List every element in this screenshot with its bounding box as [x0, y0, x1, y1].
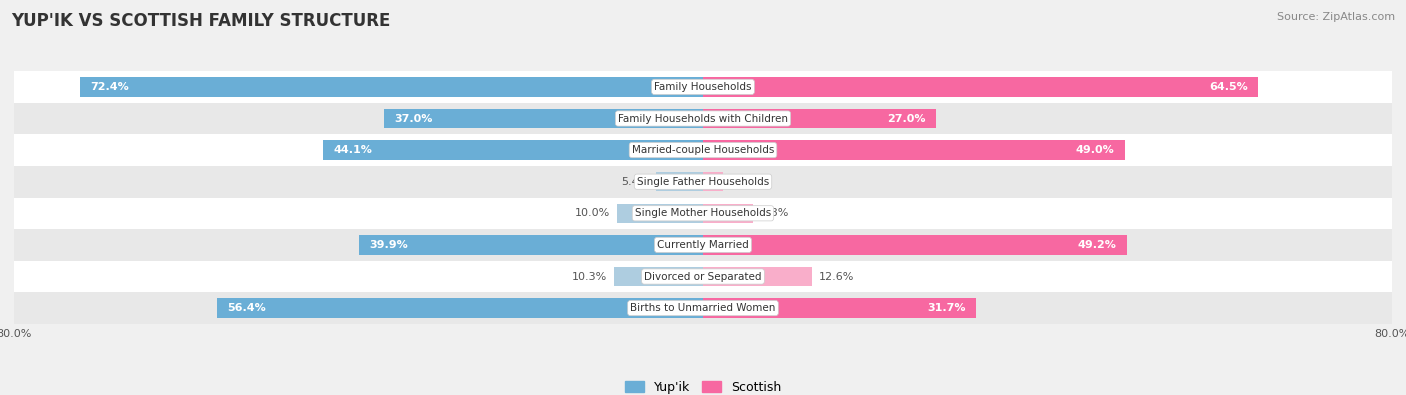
Bar [14, 71, 1392, 103]
Bar [14, 103, 1392, 134]
Text: 64.5%: 64.5% [1209, 82, 1249, 92]
Bar [14, 166, 1392, 198]
Bar [14, 198, 1392, 229]
Text: 27.0%: 27.0% [887, 113, 925, 124]
Text: Married-couple Households: Married-couple Households [631, 145, 775, 155]
Bar [703, 172, 723, 192]
Text: Currently Married: Currently Married [657, 240, 749, 250]
Text: 10.3%: 10.3% [572, 271, 607, 282]
Bar [614, 267, 703, 286]
Text: YUP'IK VS SCOTTISH FAMILY STRUCTURE: YUP'IK VS SCOTTISH FAMILY STRUCTURE [11, 12, 391, 30]
Text: Family Households: Family Households [654, 82, 752, 92]
Bar [703, 203, 754, 223]
Text: 44.1%: 44.1% [333, 145, 373, 155]
Text: 2.3%: 2.3% [730, 177, 758, 187]
Bar [617, 203, 703, 223]
Text: 10.0%: 10.0% [575, 208, 610, 218]
Bar [218, 298, 703, 318]
Bar [703, 235, 1126, 255]
Text: 49.0%: 49.0% [1076, 145, 1115, 155]
Text: 5.8%: 5.8% [759, 208, 789, 218]
Bar [14, 134, 1392, 166]
Text: Single Father Households: Single Father Households [637, 177, 769, 187]
Bar [657, 172, 703, 192]
Bar [14, 261, 1392, 292]
Text: 39.9%: 39.9% [370, 240, 409, 250]
Text: Births to Unmarried Women: Births to Unmarried Women [630, 303, 776, 313]
Bar [703, 298, 976, 318]
Bar [14, 229, 1392, 261]
Text: 72.4%: 72.4% [90, 82, 128, 92]
Bar [703, 140, 1125, 160]
Bar [384, 109, 703, 128]
Text: 12.6%: 12.6% [818, 271, 853, 282]
Bar [703, 267, 811, 286]
Bar [703, 77, 1258, 97]
Bar [14, 292, 1392, 324]
Bar [323, 140, 703, 160]
Text: 31.7%: 31.7% [927, 303, 966, 313]
Text: 49.2%: 49.2% [1077, 240, 1116, 250]
Text: Family Households with Children: Family Households with Children [619, 113, 787, 124]
Text: 37.0%: 37.0% [395, 113, 433, 124]
Bar [360, 235, 703, 255]
Bar [703, 109, 935, 128]
Text: Source: ZipAtlas.com: Source: ZipAtlas.com [1277, 12, 1395, 22]
Legend: Yup'ik, Scottish: Yup'ik, Scottish [620, 376, 786, 395]
Text: Divorced or Separated: Divorced or Separated [644, 271, 762, 282]
Text: Single Mother Households: Single Mother Households [636, 208, 770, 218]
Text: 5.4%: 5.4% [621, 177, 650, 187]
Bar [80, 77, 703, 97]
Text: 56.4%: 56.4% [228, 303, 266, 313]
